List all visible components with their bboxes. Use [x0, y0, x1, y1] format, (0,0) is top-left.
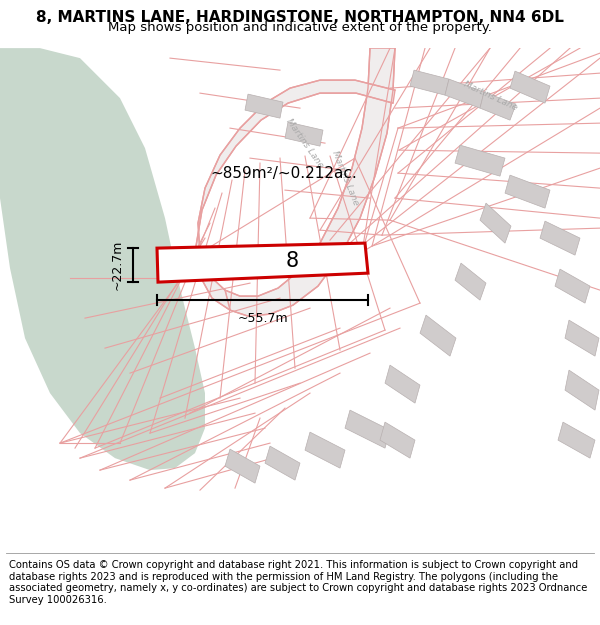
Polygon shape	[410, 70, 449, 95]
Polygon shape	[196, 80, 395, 310]
Polygon shape	[265, 446, 300, 480]
Polygon shape	[565, 370, 599, 410]
Text: ~55.7m: ~55.7m	[237, 312, 288, 325]
Text: Martins Lane: Martins Lane	[284, 117, 325, 169]
Polygon shape	[480, 92, 516, 120]
Polygon shape	[285, 122, 323, 146]
Polygon shape	[565, 320, 599, 356]
Polygon shape	[225, 48, 395, 316]
Polygon shape	[420, 315, 456, 356]
Text: 8, MARTINS LANE, HARDINGSTONE, NORTHAMPTON, NN4 6DL: 8, MARTINS LANE, HARDINGSTONE, NORTHAMPT…	[36, 10, 564, 25]
Polygon shape	[225, 449, 260, 483]
Polygon shape	[505, 175, 550, 208]
Polygon shape	[455, 263, 486, 300]
Text: Map shows position and indicative extent of the property.: Map shows position and indicative extent…	[108, 21, 492, 34]
Polygon shape	[380, 422, 415, 458]
Polygon shape	[540, 221, 580, 255]
Polygon shape	[558, 422, 595, 458]
Text: ~22.7m: ~22.7m	[111, 240, 124, 290]
Polygon shape	[385, 365, 420, 403]
Polygon shape	[345, 410, 390, 448]
Polygon shape	[0, 48, 205, 470]
Polygon shape	[157, 243, 368, 282]
Text: ~859m²/~0.212ac.: ~859m²/~0.212ac.	[210, 166, 357, 181]
Polygon shape	[555, 269, 590, 303]
Polygon shape	[245, 94, 283, 118]
Text: Martins Lane: Martins Lane	[330, 149, 360, 207]
Text: 8: 8	[286, 251, 299, 271]
Polygon shape	[510, 71, 550, 103]
Text: Martins Lane: Martins Lane	[462, 80, 518, 112]
Text: Contains OS data © Crown copyright and database right 2021. This information is : Contains OS data © Crown copyright and d…	[9, 560, 587, 605]
Polygon shape	[480, 203, 511, 243]
Polygon shape	[455, 145, 505, 176]
Polygon shape	[445, 79, 484, 108]
Polygon shape	[305, 432, 345, 468]
